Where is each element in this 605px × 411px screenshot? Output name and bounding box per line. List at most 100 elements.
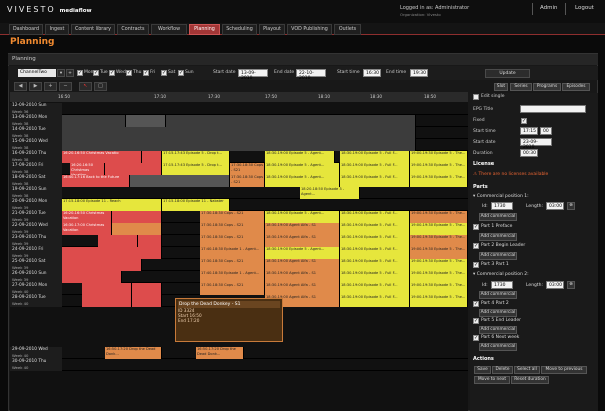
- sidebar-tab-programs[interactable]: Programs: [533, 83, 561, 91]
- tab-outlets[interactable]: Outlets: [334, 24, 361, 35]
- commercial-length-input[interactable]: 03:00: [546, 202, 564, 210]
- program-block[interactable]: 16:40-17:16 Back to the Future: [62, 175, 130, 187]
- program-block[interactable]: [62, 271, 122, 283]
- program-block[interactable]: [142, 151, 162, 163]
- part-checkbox[interactable]: ✓: [473, 318, 479, 324]
- program-block[interactable]: 17:15-17:43 Episode 5 - Drop t...: [162, 151, 230, 163]
- day-checkbox-sun[interactable]: ✓: [178, 70, 184, 76]
- program-block[interactable]: 17:40-18:30 Episode 1 - Agent...: [200, 247, 265, 259]
- program-block[interactable]: 18:30-19:00 Agent Alfa - S1: [265, 235, 340, 247]
- day-checkbox-tue[interactable]: ✓: [93, 70, 99, 76]
- slot-block[interactable]: [62, 139, 416, 151]
- zoom-in-icon[interactable]: +: [44, 82, 57, 91]
- program-block[interactable]: 17:15-18:00 Episode 11 - Reach: [62, 199, 162, 211]
- tab-vod-publishing[interactable]: VOD Publishing: [287, 24, 332, 35]
- slot-block[interactable]: [62, 127, 416, 139]
- duration-input[interactable]: 00:30: [520, 149, 538, 157]
- start-date-input[interactable]: 23-09-2010: [520, 138, 552, 150]
- add-commercial-button[interactable]: Add commercial: [479, 326, 517, 334]
- move-to-previous-button[interactable]: Move to previous: [541, 366, 587, 374]
- program-block[interactable]: 18:30-19:00 Episode 5 - Full F...: [340, 235, 410, 247]
- program-block[interactable]: [62, 259, 142, 271]
- add-commercial-button[interactable]: Add commercial: [479, 309, 517, 317]
- program-block[interactable]: 18:30-19:00 Episode 5 - Full F...: [340, 295, 410, 307]
- program-block[interactable]: 18:30-19:00 Episode 5 - Agent...: [265, 175, 340, 187]
- tab-playout[interactable]: Playout: [259, 24, 285, 35]
- sidebar-tab-episodes[interactable]: Episodes: [562, 83, 590, 91]
- program-block[interactable]: 17:30-18:30 Cops - S21: [200, 259, 265, 271]
- pointer-icon[interactable]: ↖: [79, 82, 92, 91]
- program-block[interactable]: [105, 163, 162, 175]
- program-block[interactable]: [138, 235, 162, 247]
- program-block[interactable]: 18:30-19:00 Episode 5 - Agent...: [265, 211, 340, 223]
- chevron-down-icon[interactable]: ▾: [57, 69, 65, 77]
- program-block[interactable]: [132, 295, 162, 307]
- program-block[interactable]: [82, 295, 132, 307]
- program-block[interactable]: [82, 283, 132, 295]
- program-block[interactable]: [62, 247, 162, 259]
- commercial-id-input[interactable]: 1730: [491, 281, 513, 289]
- program-block[interactable]: 18:20-18:50 Episode 3 - Agent...: [300, 187, 360, 199]
- program-block[interactable]: 18:30-19:00 Agent Alfa - S1: [265, 295, 340, 307]
- admin-link[interactable]: Admin: [540, 5, 558, 11]
- program-block[interactable]: 16:20-16:50 Christmas Vacatio: [62, 151, 142, 163]
- add-commercial-button[interactable]: Add commercial: [479, 343, 517, 351]
- program-block[interactable]: 19:00-19:30 Episode 5 - The...: [410, 271, 468, 283]
- program-block[interactable]: [112, 211, 162, 223]
- next-icon[interactable]: ▶: [29, 82, 42, 91]
- day-checkbox-mon[interactable]: ✓: [77, 70, 83, 76]
- program-block[interactable]: 19:00-19:30 Episode 5 - The...: [410, 163, 468, 175]
- slot-block[interactable]: [126, 115, 166, 127]
- slot-block[interactable]: [166, 115, 416, 127]
- program-block[interactable]: 17:40-18:30 Episode 1 - Agent...: [200, 271, 265, 283]
- commercial-id-input[interactable]: 1730: [491, 202, 513, 210]
- program-block[interactable]: 18:30-19:00 Agent Alfa - S1: [265, 259, 340, 271]
- program-block[interactable]: 17:30-18:30 Cops - S21: [200, 235, 265, 247]
- zoom-out-icon[interactable]: −: [59, 82, 72, 91]
- program-block[interactable]: 19:00-19:30 Episode 5 - The...: [410, 211, 468, 223]
- program-block[interactable]: 19:00-19:30 Episode 5 - The...: [410, 295, 468, 307]
- program-block[interactable]: 19:00-19:30 Episode 5 - The...: [410, 235, 468, 247]
- program-block[interactable]: 18:30-19:00 Episode 5 - Full F...: [340, 211, 410, 223]
- commercial-length-input[interactable]: 03:00: [546, 281, 564, 289]
- move-to-next-button[interactable]: Move to next: [474, 376, 510, 384]
- tab-planning[interactable]: Planning: [189, 24, 220, 35]
- edit-single-checkbox[interactable]: [473, 94, 479, 100]
- prev-icon[interactable]: ◀: [14, 82, 27, 91]
- tab-content-library[interactable]: Content library: [71, 24, 115, 35]
- program-block[interactable]: 18:30-19:00 Agent Alfa - S1: [265, 271, 340, 283]
- program-block[interactable]: 18:30-19:00 Episode 5 - Agent...: [265, 151, 335, 163]
- program-block[interactable]: 17:30-18:30 Cops - S21: [230, 175, 265, 187]
- program-block[interactable]: [132, 283, 162, 295]
- day-checkbox-fri[interactable]: ✓: [143, 70, 149, 76]
- add-commercial-button[interactable]: Add commercial: [479, 252, 517, 260]
- tab-scheduling[interactable]: Scheduling: [222, 24, 257, 35]
- program-block[interactable]: 18:30-19:00 Agent Alfa - S1: [265, 223, 340, 235]
- part-checkbox[interactable]: ✓: [473, 262, 479, 268]
- program-block[interactable]: 19:00-19:30 Episode 5 - The...: [410, 247, 468, 259]
- channel-select[interactable]: ChannelTwo: [18, 69, 56, 77]
- fixed-checkbox[interactable]: ✓: [521, 118, 527, 124]
- remove-icon[interactable]: ⊗: [567, 281, 575, 289]
- day-checkbox-wed[interactable]: ✓: [109, 70, 115, 76]
- program-block[interactable]: 19:00-19:30 Episode 5 - The...: [410, 223, 468, 235]
- program-block[interactable]: 19:00-19:30 Episode 5 - The...: [410, 283, 468, 295]
- program-block[interactable]: [130, 175, 230, 187]
- logout-link[interactable]: Logout: [575, 5, 594, 11]
- day-checkbox-sat[interactable]: ✓: [161, 70, 167, 76]
- end-time-input[interactable]: 19:30: [410, 69, 428, 77]
- program-block[interactable]: 16:30-17:00 Christmas Vacation: [62, 223, 112, 235]
- slot-block[interactable]: [62, 115, 126, 127]
- program-block[interactable]: [98, 235, 138, 247]
- day-checkbox-thu[interactable]: ✓: [126, 70, 132, 76]
- add-commercial-button[interactable]: Add commercial: [479, 213, 517, 221]
- add-commercial-button[interactable]: Add commercial: [479, 291, 517, 299]
- part-checkbox[interactable]: ✓: [473, 243, 479, 249]
- delete-button[interactable]: Delete: [492, 366, 513, 374]
- program-block[interactable]: 16:50-17:20 Drop the Dead Donk...: [196, 347, 244, 359]
- program-block[interactable]: 16:20-16:50 Christmas Vacation: [70, 163, 105, 175]
- program-block[interactable]: 18:30-19:00 Episode 5 - Full F...: [340, 271, 410, 283]
- program-block[interactable]: 16:20-16:50 Christmas Vacation: [62, 211, 112, 223]
- start-date-input[interactable]: 13-09-2010: [238, 69, 268, 81]
- program-block[interactable]: 18:30-19:00 Episode 5 - Agent...: [265, 247, 340, 259]
